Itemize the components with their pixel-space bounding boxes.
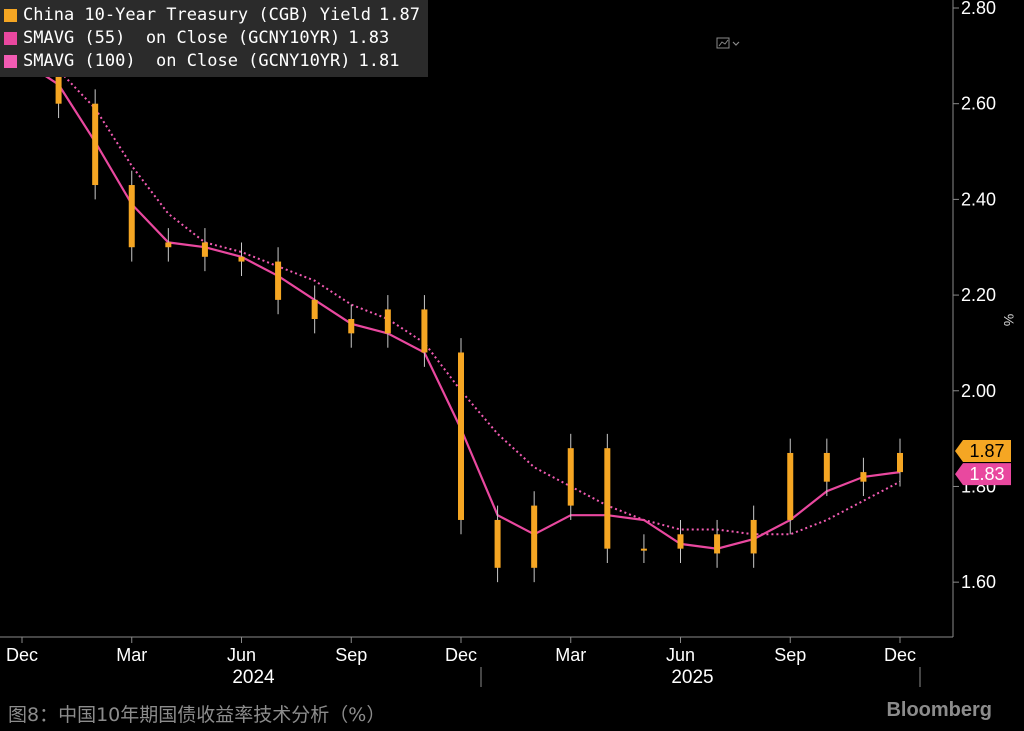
candle-body-10: [384, 309, 391, 334]
candle-body-15: [567, 448, 574, 506]
x-tick-label-2: Jun: [227, 645, 256, 665]
candle-body-24: [897, 452, 903, 473]
legend: China 10-Year Treasury (CGB) Yield 1.87 …: [0, 0, 428, 77]
candle-body-11: [421, 309, 428, 353]
y-tick-label-3: 2.20: [961, 285, 996, 305]
candle-body-19: [714, 534, 721, 554]
figure-caption: 图8：中国10年期国债收益率技术分析（%）: [8, 704, 386, 726]
x-tick-label-0: Dec: [6, 645, 38, 665]
candle-body-16: [604, 448, 611, 549]
year-label-0: 2024: [232, 667, 275, 688]
y-tick-label-6: 1.60: [961, 572, 996, 592]
y-tick-label-1: 2.60: [961, 94, 996, 114]
legend-label-sma100: SMAVG (100) on Close (GCNY10YR): [23, 51, 351, 71]
legend-value-yield: 1.87: [379, 5, 420, 25]
legend-item-sma100: SMAVG (100) on Close (GCNY10YR) 1.81: [4, 50, 420, 73]
x-tick-label-1: Mar: [116, 645, 147, 665]
candle-body-7: [275, 261, 282, 300]
legend-swatch-yield: [4, 9, 17, 22]
candle-body-17: [640, 548, 647, 551]
candle-body-4: [165, 242, 172, 248]
candle-body-3: [128, 185, 135, 248]
x-tick-label-8: Dec: [884, 645, 916, 665]
x-tick-label-4: Dec: [445, 645, 477, 665]
legend-item-sma55: SMAVG (55) on Close (GCNY10YR) 1.83: [4, 27, 420, 50]
x-tick-label-7: Sep: [774, 645, 806, 665]
last-value-label-1: 1.83: [969, 464, 1004, 484]
candle-body-18: [677, 534, 684, 549]
chart-type-icon: [716, 37, 740, 49]
candle-body-12: [458, 352, 464, 520]
candle-body-9: [348, 319, 355, 334]
last-value-badge-0: [955, 439, 1011, 462]
candle-body-8: [311, 299, 318, 319]
candle-body-22: [823, 452, 830, 482]
chart-type-toggle-button[interactable]: [716, 36, 744, 52]
y-tick-label-4: 2.00: [961, 381, 996, 401]
y-axis-unit: %: [1001, 313, 1018, 327]
candle-body-20: [750, 519, 757, 554]
candle-body-6: [238, 256, 245, 262]
y-tick-label-0: 2.80: [961, 0, 996, 18]
legend-label-yield: China 10-Year Treasury (CGB) Yield: [23, 5, 371, 25]
y-tick-label-2: 2.40: [961, 189, 996, 209]
year-label-1: 2025: [671, 667, 713, 688]
candle-body-1: [55, 55, 62, 104]
legend-swatch-sma55: [4, 32, 17, 45]
x-tick-label-3: Sep: [335, 645, 367, 665]
legend-value-sma55: 1.83: [348, 28, 390, 48]
x-tick-label-5: Mar: [555, 645, 586, 665]
candle-body-21: [787, 452, 794, 520]
last-value-badge-1: [955, 463, 1011, 486]
candle-body-2: [92, 103, 99, 186]
legend-label-sma55: SMAVG (55) on Close (GCNY10YR): [23, 28, 341, 48]
legend-item-yield: China 10-Year Treasury (CGB) Yield 1.87: [4, 4, 420, 27]
candle-body-5: [201, 242, 208, 257]
candle-body-13: [494, 519, 501, 568]
candle-body-23: [860, 472, 867, 482]
last-value-label-0: 1.87: [969, 441, 1004, 461]
legend-swatch-sma100: [4, 55, 17, 68]
candle-body-14: [531, 505, 538, 568]
bloomberg-logo: Bloomberg: [886, 699, 992, 721]
x-tick-label-6: Jun: [666, 645, 695, 665]
legend-value-sma100: 1.81: [358, 51, 400, 71]
